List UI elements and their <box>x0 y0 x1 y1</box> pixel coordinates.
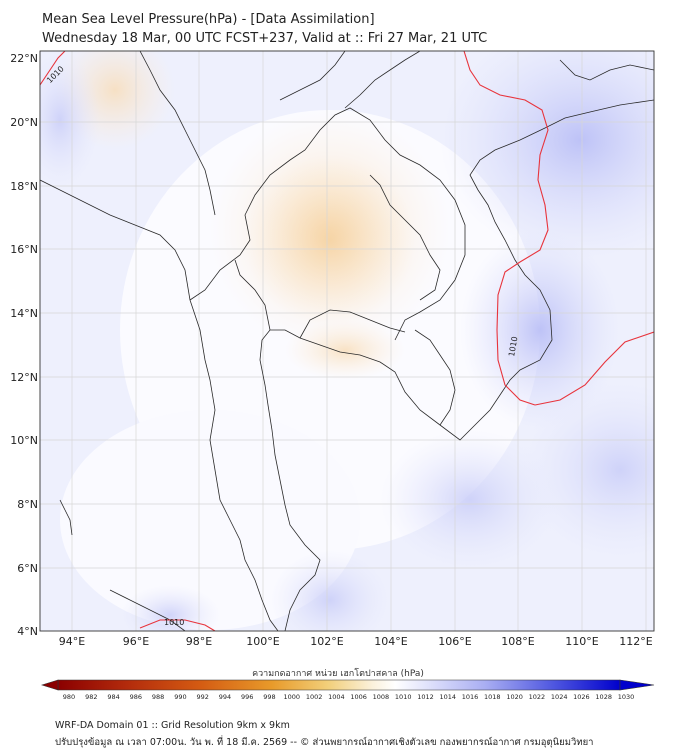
colorbar-tick: 982 <box>85 693 97 701</box>
lat-label: 22°N <box>10 52 38 65</box>
colorbar-tick: 986 <box>130 693 142 701</box>
colorbar-tick: 996 <box>241 693 253 701</box>
colorbar-tick: 1014 <box>440 693 457 701</box>
coastlines <box>40 51 654 631</box>
colorbar-tick: 1024 <box>551 693 568 701</box>
lat-label: 14°N <box>10 307 38 320</box>
colorbar-tick: 1028 <box>595 693 612 701</box>
lon-label: 108°E <box>501 635 534 648</box>
colorbar-tick: 984 <box>107 693 119 701</box>
lon-label: 106°E <box>438 635 471 648</box>
lon-label: 110°E <box>565 635 598 648</box>
colorbar-label: ความกดอากาศ หน่วย เฮกโตปาสคาล (hPa) <box>252 669 424 679</box>
svg-text:1010: 1010 <box>507 336 519 358</box>
lon-label: 112°E <box>619 635 652 648</box>
lat-label: 6°N <box>17 562 38 575</box>
colorbar-tick: 990 <box>174 693 186 701</box>
lon-label: 102°E <box>310 635 343 648</box>
chart-title: Mean Sea Level Pressure(hPa) - [Data Ass… <box>42 12 375 27</box>
colorbar-tick: 994 <box>219 693 231 701</box>
lat-label: 8°N <box>17 498 38 511</box>
colorbar-tick: 1020 <box>506 693 523 701</box>
colorbar-tick: 980 <box>63 693 75 701</box>
colorbar-tick: 998 <box>263 693 275 701</box>
longitude-labels: 94°E 96°E 98°E 100°E 102°E 104°E 106°E 1… <box>59 635 653 648</box>
lon-label: 104°E <box>374 635 407 648</box>
isobar-1010 <box>40 51 654 631</box>
svg-text:1010: 1010 <box>164 618 184 627</box>
colorbar-tick: 1012 <box>417 693 434 701</box>
colorbar-tick: 1000 <box>284 693 301 701</box>
lat-label: 18°N <box>10 180 38 193</box>
colorbar-tick: 1006 <box>350 693 367 701</box>
lat-label: 20°N <box>10 116 38 129</box>
pressure-field: 1010 1010 1010 <box>40 51 654 631</box>
colorbar-tick: 1018 <box>484 693 501 701</box>
lat-label: 16°N <box>10 243 38 256</box>
latitude-labels: 22°N 20°N 18°N 16°N 14°N 12°N 10°N 8°N 6… <box>10 52 38 638</box>
colorbar-low-extend <box>40 679 59 691</box>
colorbar-tick: 1010 <box>395 693 412 701</box>
colorbar-tick: 1004 <box>328 693 345 701</box>
lon-label: 98°E <box>186 635 212 648</box>
footer-credit: ปรับปรุงข้อมูล ณ เวลา 07:00น. วัน พ. ที่… <box>55 737 594 748</box>
colorbar: 980 982 984 986 988 990 992 994 996 998 1000 1002 10… <box>40 679 655 701</box>
colorbar-tick: 1030 <box>618 693 635 701</box>
colorbar-tick: 992 <box>196 693 208 701</box>
colorbar-tick: 1016 <box>462 693 479 701</box>
colorbar-tick: 1008 <box>373 693 390 701</box>
lat-label: 12°N <box>10 371 38 384</box>
map-frame <box>39 50 655 632</box>
lat-label: 10°N <box>10 434 38 447</box>
colorbar-tick: 1026 <box>573 693 590 701</box>
lon-label: 100°E <box>246 635 279 648</box>
footer-domain: WRF-DA Domain 01 :: Grid Resolution 9km … <box>55 720 290 731</box>
colorbar-high-extend <box>619 679 655 691</box>
colorbar-tick: 988 <box>152 693 164 701</box>
colorbar-tick: 1022 <box>529 693 546 701</box>
chart-subtitle: Wednesday 18 Mar, 00 UTC FCST+237, Valid… <box>42 31 488 46</box>
lon-label: 96°E <box>123 635 149 648</box>
colorbar-tick: 1002 <box>306 693 323 701</box>
lat-label: 4°N <box>17 625 38 638</box>
graticule <box>40 51 654 631</box>
lon-label: 94°E <box>59 635 85 648</box>
